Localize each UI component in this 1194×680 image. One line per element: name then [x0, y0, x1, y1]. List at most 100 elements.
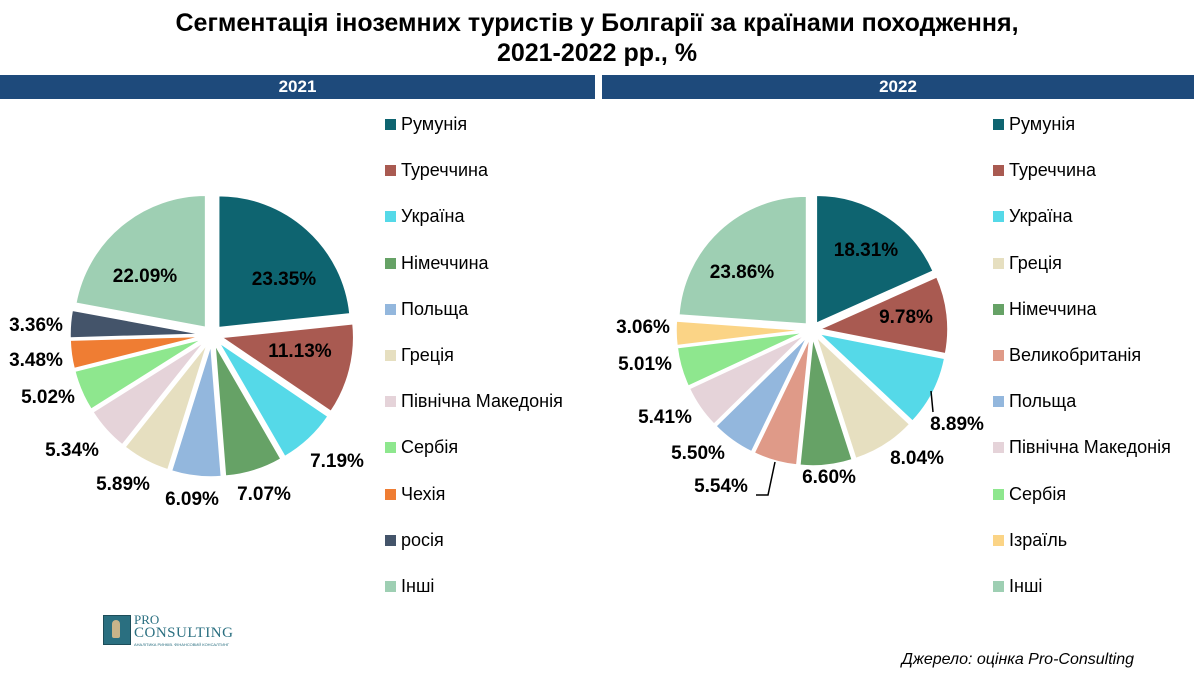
legend-2022-item-6: Великобританія — [993, 345, 1171, 391]
pie-2022-slice-11 — [678, 195, 808, 325]
chart-title-line-2: 2021-2022 рр., % — [496, 39, 698, 67]
legend-2021-label-1: Румунія — [401, 114, 468, 134]
legend-2022-item-4: Греція — [993, 253, 1171, 299]
pie-2022-slice-label-1: 18.31% — [834, 240, 899, 261]
legend-2022-item-9: Сербія — [993, 484, 1171, 530]
legend-2021-label-7: Північна Македонія — [401, 391, 563, 412]
legend-2022-item-8: Північна Македонія — [993, 437, 1171, 483]
pie-2022-slice-label-4: 8.04% — [890, 448, 944, 469]
legend-swatch-icon — [385, 257, 396, 269]
logo-pro-text: PRO — [134, 612, 160, 627]
pie-2021-slice-label-7: 5.34% — [45, 440, 99, 461]
legend-2022-label-2: Туреччина — [1009, 160, 1096, 181]
legend-swatch-icon — [993, 303, 1004, 315]
legend-2021-label-5: Польща — [401, 298, 469, 319]
legend-2022-item-11: Інші — [993, 576, 1171, 622]
legend-2021-item-5: Польща — [385, 299, 563, 345]
legend-swatch-icon — [993, 534, 1004, 546]
legend-swatch-icon — [385, 442, 396, 454]
pie-2021-slice-11 — [74, 194, 207, 329]
pie-2021-slice-3 — [218, 341, 330, 458]
legend-2021-label-10: росія — [401, 529, 444, 550]
legend-2022-label-11: Інші — [1009, 575, 1043, 596]
pie-2022-slice-label-7: 5.50% — [671, 443, 725, 464]
pie-2022-slice-label-8: 5.41% — [638, 407, 692, 428]
pie-2022-slice-6 — [753, 337, 811, 466]
legend-2022-label-6: Великобританія — [1009, 344, 1142, 365]
legend-2022-label-7: Польща — [1009, 391, 1077, 412]
legend-swatch-icon — [385, 303, 396, 315]
pie-2022-header: 2022 — [602, 75, 1194, 99]
pie-2021-slice-label-4: 7.07% — [237, 484, 291, 505]
pie-2022-slice-3 — [816, 332, 946, 423]
legend-swatch-icon — [993, 580, 1004, 592]
pie-2021-slice-label-2: 11.13% — [268, 341, 331, 362]
legend-swatch-icon — [385, 396, 396, 408]
legend-2021-item-4: Німеччина — [385, 253, 563, 299]
legend-2022-item-10: Ізраїль — [993, 530, 1171, 576]
legend-2021-item-1: Румунія — [385, 114, 563, 160]
pie-2021-slice-9 — [69, 335, 203, 370]
legend-swatch-icon — [993, 257, 1004, 269]
pie-2022-slice-1 — [815, 194, 935, 325]
legend-2022-item-1: Румунія — [993, 114, 1171, 160]
legend-swatch-icon — [993, 442, 1004, 454]
legend-2022-label-8: Північна Македонія — [1009, 437, 1171, 458]
legend-2021-item-3: Україна — [385, 206, 563, 252]
legend-swatch-icon — [993, 165, 1004, 177]
pie-2021-slice-10 — [69, 309, 203, 339]
pie-2022-slice-2 — [817, 275, 949, 355]
pie-2022-slice-10 — [675, 320, 805, 347]
legend-2022-item-5: Німеччина — [993, 299, 1171, 345]
pie-2021-slice-label-3: 7.19% — [310, 451, 364, 472]
pie-2022-leader-line-2 — [756, 461, 776, 496]
legend-swatch-icon — [385, 165, 396, 177]
pie-2021-slice-label-10: 3.36% — [9, 315, 63, 336]
legend-2021: Румунія Туреччина Україна Німеччина Польща Гр… — [385, 114, 563, 622]
chart-title-line-1: Сегментація іноземних туристів у Болгарі… — [175, 9, 1019, 37]
legend-2022-item-3: Україна — [993, 206, 1171, 252]
pie-2021-slice-label-1: 23.35% — [252, 269, 317, 290]
legend-2021-item-9: Чехія — [385, 484, 563, 530]
legend-swatch-icon — [385, 119, 396, 130]
legend-2022: Румунія Туреччина Україна Греція Німеччина Ве… — [993, 114, 1171, 622]
logo-emblem-icon — [103, 615, 131, 645]
pie-2021-slice-label-6: 5.89% — [96, 474, 150, 495]
pie-2022-slice-4 — [815, 336, 911, 460]
legend-2022-item-7: Польща — [993, 391, 1171, 437]
legend-swatch-icon — [993, 211, 1004, 223]
pie-2022-slice-label-6: 5.54% — [694, 476, 748, 497]
legend-2022-label-5: Німеччина — [1009, 298, 1097, 319]
legend-swatch-icon — [385, 349, 396, 361]
legend-2021-item-7: Північна Македонія — [385, 391, 563, 437]
legend-2022-label-9: Сербія — [1009, 483, 1067, 504]
legend-2022-label-4: Греція — [1009, 252, 1062, 273]
legend-2021-label-8: Сербія — [401, 437, 459, 458]
pie-2022-slice-label-9: 5.01% — [618, 354, 672, 375]
legend-2021-label-11: Інші — [401, 575, 435, 596]
pie-2021-slice-label-8: 5.02% — [21, 387, 75, 408]
pie-2022-slice-7 — [714, 335, 809, 453]
pie-2022-slice-label-11: 23.86% — [710, 262, 775, 283]
legend-2022-item-2: Туреччина — [993, 160, 1171, 206]
pie-2022-slice-8 — [688, 333, 806, 426]
legend-swatch-icon — [385, 211, 396, 223]
pie-2022-slice-label-10: 3.06% — [616, 317, 670, 338]
legend-2021-label-6: Греція — [401, 344, 454, 365]
pie-2022-slice-label-2: 9.78% — [879, 307, 933, 328]
legend-2021-label-2: Туреччина — [401, 160, 488, 181]
legend-swatch-icon — [385, 534, 396, 546]
legend-swatch-icon — [993, 349, 1004, 361]
legend-2022-label-10: Ізраїль — [1009, 529, 1068, 550]
source-note: Джерело: оцінка Pro-Consulting — [901, 651, 1134, 668]
logo-consulting-text: CONSULTING — [134, 625, 234, 641]
legend-2021-item-11: Інші — [385, 576, 563, 622]
legend-2021-item-8: Сербія — [385, 437, 563, 483]
legend-swatch-icon — [993, 488, 1004, 500]
pie-2021-slice-7 — [91, 341, 206, 446]
legend-2021-label-9: Чехія — [401, 483, 446, 504]
legend-swatch-icon — [993, 119, 1004, 130]
pro-consulting-logo: PRO CONSULTING АНАЛІТИКА РИНКІВ. ФІНАНСО… — [103, 612, 233, 648]
pie-2021-slice-8 — [73, 338, 204, 411]
